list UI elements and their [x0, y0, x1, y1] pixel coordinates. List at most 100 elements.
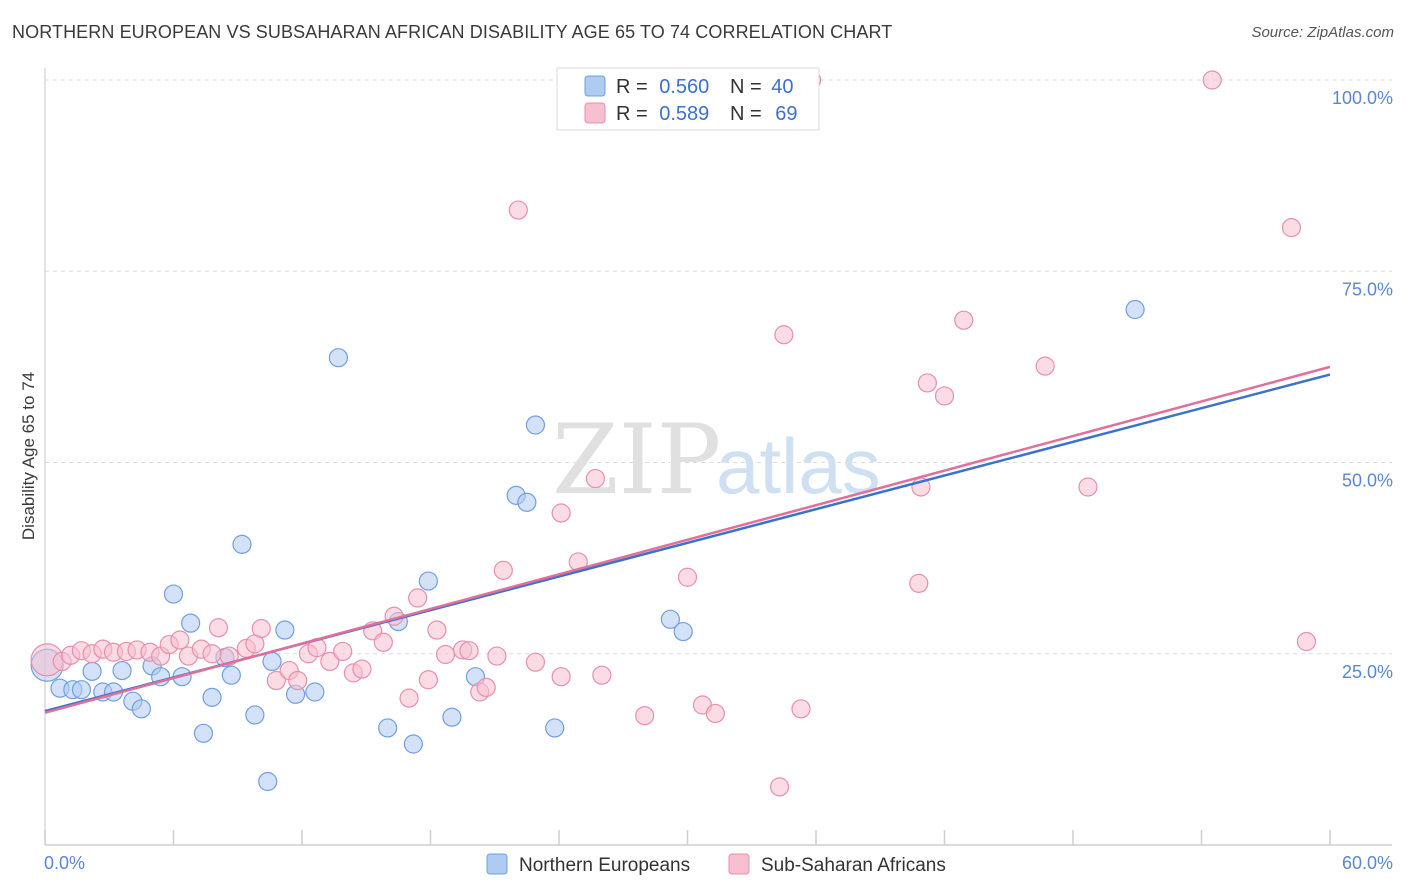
- subsaharan-african-point: [427, 620, 447, 640]
- x-ticks: [44, 830, 1331, 845]
- subsaharan-african-point: [208, 618, 229, 638]
- northern-european-point: [1125, 299, 1145, 320]
- series-legend-swatch-pink: [728, 853, 750, 875]
- northern-europeans-points: [30, 299, 1145, 792]
- subsaharan-african-point: [288, 670, 308, 691]
- subsaharan-african-point: [551, 503, 571, 523]
- subsaharan-african-point: [1296, 631, 1317, 652]
- legend-swatch-pink: [584, 102, 606, 124]
- legend-swatch-blue: [584, 75, 606, 97]
- northern-european-point: [545, 718, 565, 738]
- svg-text:R = 0.560: R = 0.560: [616, 76, 709, 98]
- northern-european-point: [378, 718, 398, 738]
- subsaharan-african-point: [917, 373, 937, 393]
- subsaharan-african-trend-line: [44, 365, 1331, 714]
- northern-european-point: [221, 665, 241, 685]
- series-legend: Northern Europeans Sub-Saharan Africans: [486, 853, 946, 876]
- northern-european-point: [517, 492, 537, 512]
- series-legend-label-blue: Northern Europeans: [519, 855, 690, 876]
- northern-european-point: [245, 705, 265, 725]
- northern-european-point: [71, 680, 92, 700]
- northern-european-point: [82, 661, 102, 681]
- legend-r-label: R =: [616, 76, 653, 98]
- subsaharan-african-point: [170, 630, 190, 650]
- northern-european-point: [673, 621, 693, 642]
- northern-european-point: [193, 723, 214, 743]
- subsaharan-african-point: [1281, 218, 1302, 238]
- subsaharan-african-point: [493, 560, 513, 580]
- northern-european-point: [418, 571, 438, 591]
- subsaharan-african-point: [1202, 70, 1222, 90]
- subsaharan-african-point: [333, 641, 353, 662]
- subsaharan-african-point: [954, 310, 974, 330]
- northern-european-point: [112, 660, 132, 681]
- northern-european-point: [181, 613, 201, 633]
- northern-european-point: [403, 734, 423, 754]
- northern-european-point: [258, 771, 278, 792]
- x-tick-label-min: 0.0%: [44, 853, 85, 873]
- subsaharan-african-point: [774, 325, 794, 345]
- legend-r-label: R =: [616, 103, 653, 125]
- series-legend-swatch-blue: [486, 853, 508, 875]
- subsaharan-african-point: [459, 641, 479, 661]
- correlation-legend: R = 0.560 N = 40 R = 0.589 N = 69: [556, 67, 820, 131]
- northern-european-point: [163, 584, 184, 604]
- chart-title: NORTHERN EUROPEAN VS SUBSAHARAN AFRICAN …: [12, 22, 893, 42]
- subsaharan-african-point: [408, 588, 428, 608]
- legend-n-label: N =: [730, 103, 767, 125]
- subsaharan-african-point: [487, 646, 507, 666]
- trend-lines: [44, 365, 1331, 714]
- y-tick-label: 100.0%: [1332, 88, 1393, 108]
- subsaharan-african-point: [266, 670, 286, 691]
- subsaharan-african-point: [791, 699, 811, 719]
- y-tick-labels: 25.0% 50.0% 75.0% 100.0%: [1332, 88, 1393, 682]
- subsaharan-african-point: [399, 688, 419, 708]
- subsaharan-african-point: [677, 567, 698, 587]
- subsaharan-african-point: [934, 386, 955, 406]
- northern-european-point: [275, 620, 295, 640]
- northern-european-point: [232, 534, 252, 554]
- legend-r-value: 0.560: [659, 76, 709, 98]
- svg-text:N = 69: N = 69: [730, 103, 798, 125]
- subsaharan-african-point: [373, 632, 393, 652]
- x-tick-label-max: 60.0%: [1342, 853, 1393, 873]
- grid-lines: [45, 79, 1392, 655]
- legend-n-value: 40: [771, 76, 793, 98]
- subsaharan-african-point: [769, 777, 790, 797]
- subsaharan-african-point: [508, 200, 528, 220]
- y-tick-label: 50.0%: [1342, 471, 1393, 491]
- legend-n-label: N =: [730, 76, 767, 98]
- source-label: Source: ZipAtlas.com: [1251, 24, 1394, 41]
- y-axis-label: Disability Age 65 to 74: [19, 372, 38, 540]
- subsaharan-african-point: [476, 677, 496, 698]
- subsaharan-african-point: [435, 644, 456, 665]
- subsaharan-african-point: [320, 651, 340, 672]
- northern-european-point: [525, 415, 546, 435]
- subsaharan-african-point: [1035, 356, 1055, 376]
- subsaharan-african-point: [635, 706, 655, 726]
- subsaharan-african-point: [1078, 477, 1098, 497]
- northern-european-point: [660, 609, 680, 629]
- subsaharan-african-point: [251, 618, 271, 639]
- northern-european-point: [262, 651, 282, 672]
- subsaharan-african-point: [525, 652, 546, 672]
- subsaharan-african-point: [592, 665, 612, 685]
- y-tick-label: 75.0%: [1342, 279, 1393, 299]
- subsaharan-african-point: [585, 468, 606, 489]
- northern-european-point: [202, 687, 222, 707]
- svg-text:N = 40: N = 40: [730, 76, 794, 98]
- subsaharan-african-point: [705, 703, 725, 724]
- northern-european-point: [305, 682, 325, 702]
- y-tick-label: 25.0%: [1342, 662, 1393, 682]
- watermark-zip: ZIP: [552, 404, 721, 516]
- northern-european-point: [131, 699, 151, 719]
- subsaharan-african-point: [352, 659, 372, 679]
- subsaharan-african-point: [418, 670, 438, 690]
- subsaharan-african-point: [551, 667, 571, 687]
- legend-n-value: 69: [775, 103, 797, 125]
- watermark-atlas: atlas: [716, 422, 881, 510]
- svg-text:R = 0.589: R = 0.589: [616, 103, 709, 125]
- legend-r-value: 0.589: [659, 103, 709, 125]
- subsaharan-african-point: [202, 644, 222, 664]
